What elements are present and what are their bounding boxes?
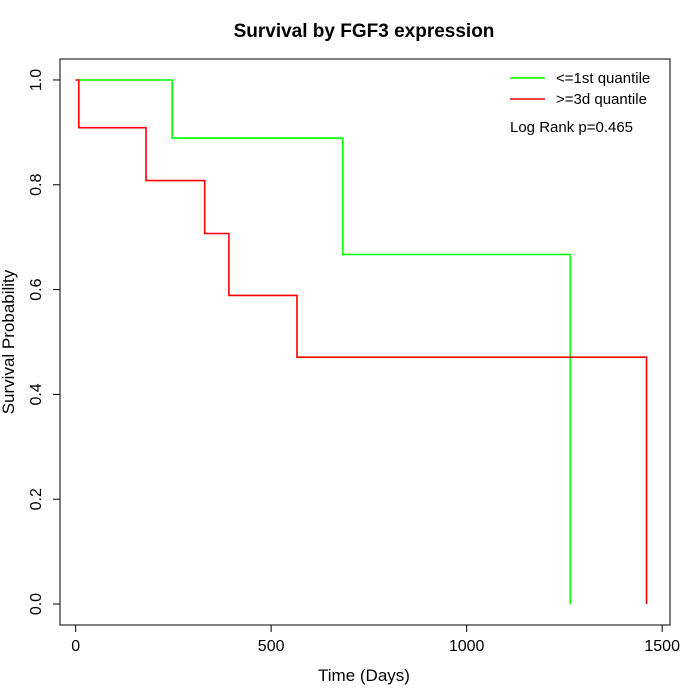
log-rank-annotation: Log Rank p=0.465 (510, 119, 633, 136)
y-tick-label: 0.2 (28, 488, 45, 510)
y-tick-label: 1.0 (28, 69, 45, 91)
legend: <=1st quantile >=3d quantile Log Rank p=… (510, 70, 650, 136)
x-axis: 0 500 1000 1500 (71, 624, 680, 655)
y-tick-label: 0.4 (28, 383, 45, 405)
legend-label-low: <=1st quantile (556, 70, 650, 87)
x-axis-title: Time (Days) (318, 666, 410, 685)
series-line-0 (75, 79, 572, 604)
x-tick-label: 1500 (644, 638, 680, 655)
y-tick-label: 0.0 (28, 593, 45, 615)
chart-title: Survival by FGF3 expression (234, 21, 495, 42)
y-axis-title: Survival Probability (0, 269, 18, 414)
x-tick-label: 0 (71, 638, 80, 655)
plot-frame (59, 58, 671, 626)
y-tick-label: 0.6 (28, 278, 45, 300)
series-line-1 (75, 79, 648, 604)
x-tick-label: 1000 (449, 638, 485, 655)
y-axis: 0.0 0.2 0.4 0.6 0.8 1.0 (28, 69, 61, 615)
y-tick-label: 0.8 (28, 174, 45, 196)
legend-label-high: >=3d quantile (556, 91, 647, 108)
x-tick-label: 500 (258, 638, 285, 655)
series-layer (75, 79, 648, 604)
